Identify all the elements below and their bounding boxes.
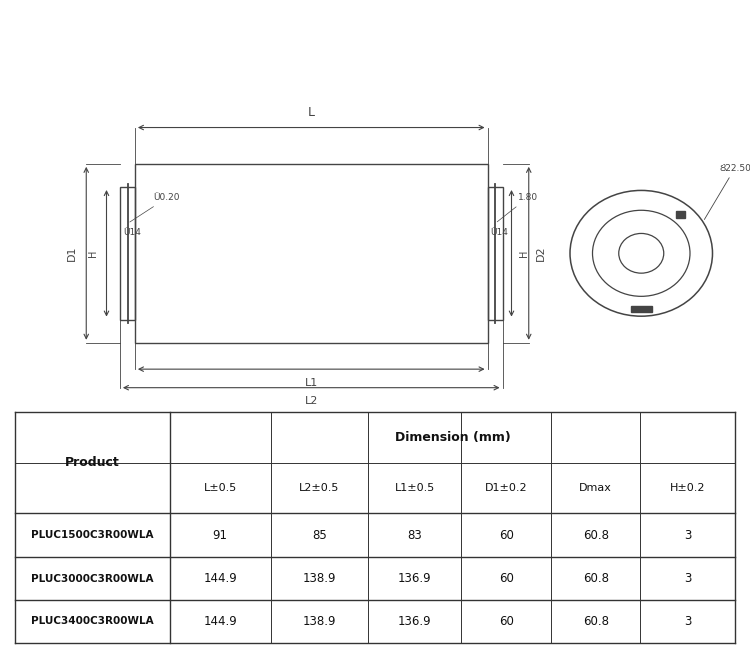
Text: 136.9: 136.9	[398, 615, 431, 628]
Text: 138.9: 138.9	[302, 615, 336, 628]
Text: 60: 60	[499, 529, 514, 542]
Text: L: L	[308, 106, 315, 119]
Text: 1.80: 1.80	[497, 193, 538, 222]
Text: 3: 3	[684, 615, 692, 628]
Text: Product: Product	[65, 456, 120, 469]
Text: Ȣ22.50: Ȣ22.50	[704, 164, 750, 219]
Text: Ȕ14: Ȕ14	[123, 228, 141, 237]
Text: L2: L2	[304, 397, 318, 406]
Text: 144.9: 144.9	[203, 615, 237, 628]
Text: 60.8: 60.8	[583, 615, 609, 628]
Text: Dmax: Dmax	[579, 483, 612, 493]
Text: 60.8: 60.8	[583, 529, 609, 542]
Text: D1±0.2: D1±0.2	[485, 483, 528, 493]
Text: Ȕ0.20: Ȕ0.20	[130, 193, 180, 222]
Text: L±0.5: L±0.5	[203, 483, 237, 493]
Text: H±0.2: H±0.2	[670, 483, 705, 493]
Text: PLUC3400C3R00WLA: PLUC3400C3R00WLA	[31, 616, 154, 626]
Text: 3: 3	[684, 572, 692, 585]
Text: 60.8: 60.8	[583, 572, 609, 585]
Text: 85: 85	[312, 529, 326, 542]
Text: Ȕ14: Ȕ14	[490, 228, 508, 237]
Text: PLUC3000C3R00WLA: PLUC3000C3R00WLA	[32, 574, 154, 583]
Text: 3: 3	[684, 529, 692, 542]
Text: H: H	[519, 250, 529, 257]
Bar	[676, 211, 685, 218]
Text: 144.9: 144.9	[203, 572, 237, 585]
Text: 136.9: 136.9	[398, 572, 431, 585]
Text: 60: 60	[499, 615, 514, 628]
Text: L1±0.5: L1±0.5	[394, 483, 435, 493]
Text: D1: D1	[68, 245, 77, 261]
Text: 91: 91	[213, 529, 228, 542]
Text: H: H	[88, 250, 98, 257]
Text: 60: 60	[499, 572, 514, 585]
Text: L2±0.5: L2±0.5	[299, 483, 340, 493]
Text: 83: 83	[407, 529, 422, 542]
Text: L1: L1	[304, 378, 318, 387]
Text: 138.9: 138.9	[302, 572, 336, 585]
Text: D2: D2	[536, 245, 546, 261]
Text: PLUC1500C3R00WLA: PLUC1500C3R00WLA	[32, 530, 154, 541]
Bar	[631, 306, 652, 312]
Text: Construction and Dimensions: Construction and Dimensions	[145, 27, 605, 55]
Text: Dimension (mm): Dimension (mm)	[394, 431, 510, 444]
